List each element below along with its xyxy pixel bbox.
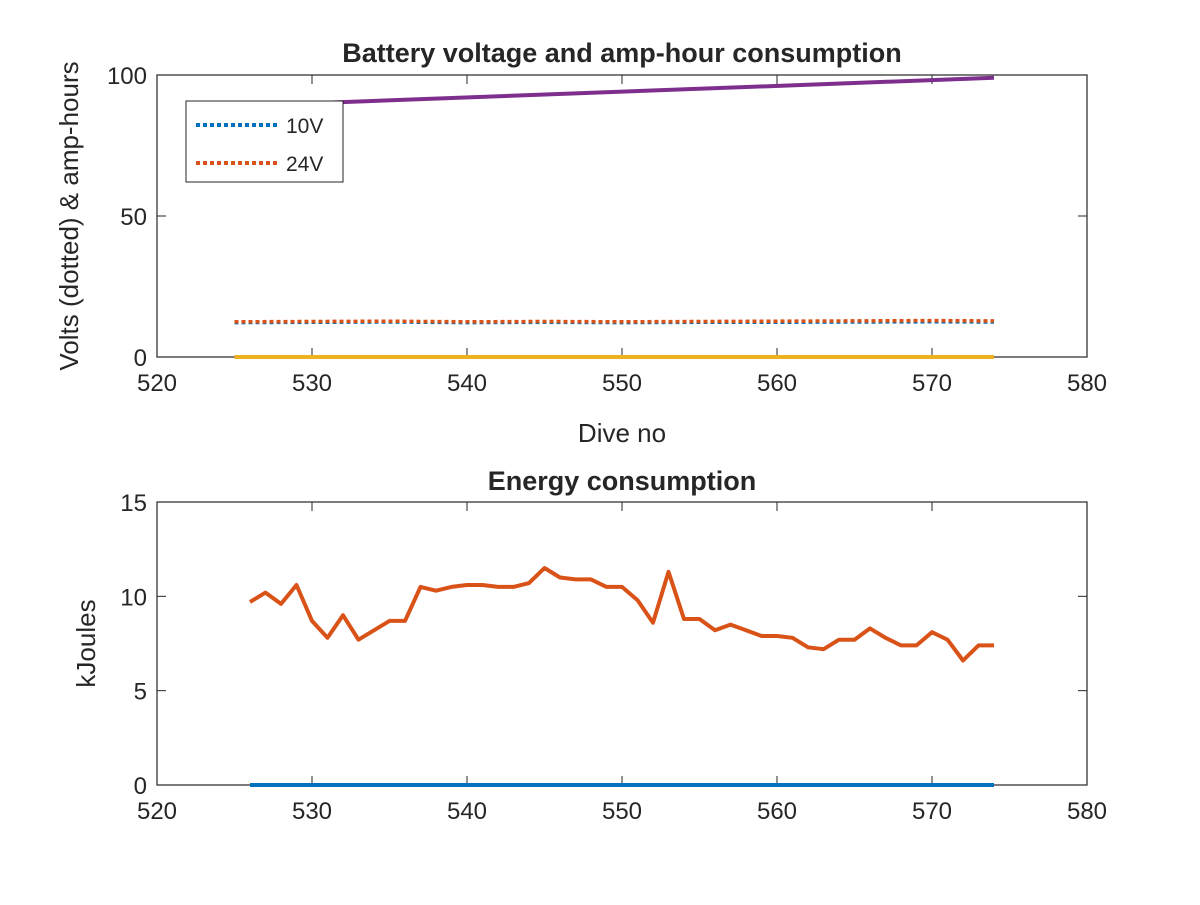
legend-box <box>185 100 344 183</box>
legend-label: 24V <box>286 153 323 176</box>
x-tick-label: 560 <box>757 370 797 397</box>
y-tick-label: 100 <box>107 63 147 90</box>
x-tick-label: 570 <box>912 370 952 397</box>
x-tick-label: 520 <box>137 370 177 397</box>
x-tick-label: 530 <box>292 370 332 397</box>
series-line-3 <box>311 75 995 106</box>
x-tick-label: 580 <box>1067 798 1107 825</box>
chart-title: Energy consumption <box>488 466 757 496</box>
chart-title: Battery voltage and amp-hour consumption <box>342 38 902 68</box>
x-tick-label: 540 <box>447 370 487 397</box>
y-axis-label: Volts (dotted) & amp-hours <box>54 61 84 370</box>
x-tick-label: 570 <box>912 798 952 825</box>
series-line-24v <box>234 318 995 324</box>
y-tick-label: 15 <box>120 490 147 517</box>
x-tick-label: 550 <box>602 370 642 397</box>
x-tick-label: 540 <box>447 798 487 825</box>
y-tick-label: 10 <box>120 584 147 611</box>
y-tick-label: 0 <box>134 345 147 372</box>
x-tick-label: 580 <box>1067 370 1107 397</box>
y-tick-label: 5 <box>134 679 147 706</box>
y-axis-label: kJoules <box>71 599 101 687</box>
y-tick-label: 0 <box>134 773 147 800</box>
x-tick-label: 550 <box>602 798 642 825</box>
x-tick-label: 560 <box>757 798 797 825</box>
y-tick-label: 50 <box>120 204 147 231</box>
legend-label: 10V <box>286 115 323 138</box>
series-line-1 <box>248 566 994 663</box>
x-axis-label: Dive no <box>578 418 666 448</box>
x-tick-label: 520 <box>137 798 177 825</box>
axes-2: 520 530 540 550 560 570 580 0 5 10 15 Energy consum… <box>71 466 1107 825</box>
x-tick-label: 530 <box>292 798 332 825</box>
legend: 10V 24V <box>185 100 344 183</box>
plot-area <box>156 501 1088 786</box>
axes-1: 520 530 540 550 560 570 580 0 50 100 Battery volta… <box>54 38 1107 448</box>
